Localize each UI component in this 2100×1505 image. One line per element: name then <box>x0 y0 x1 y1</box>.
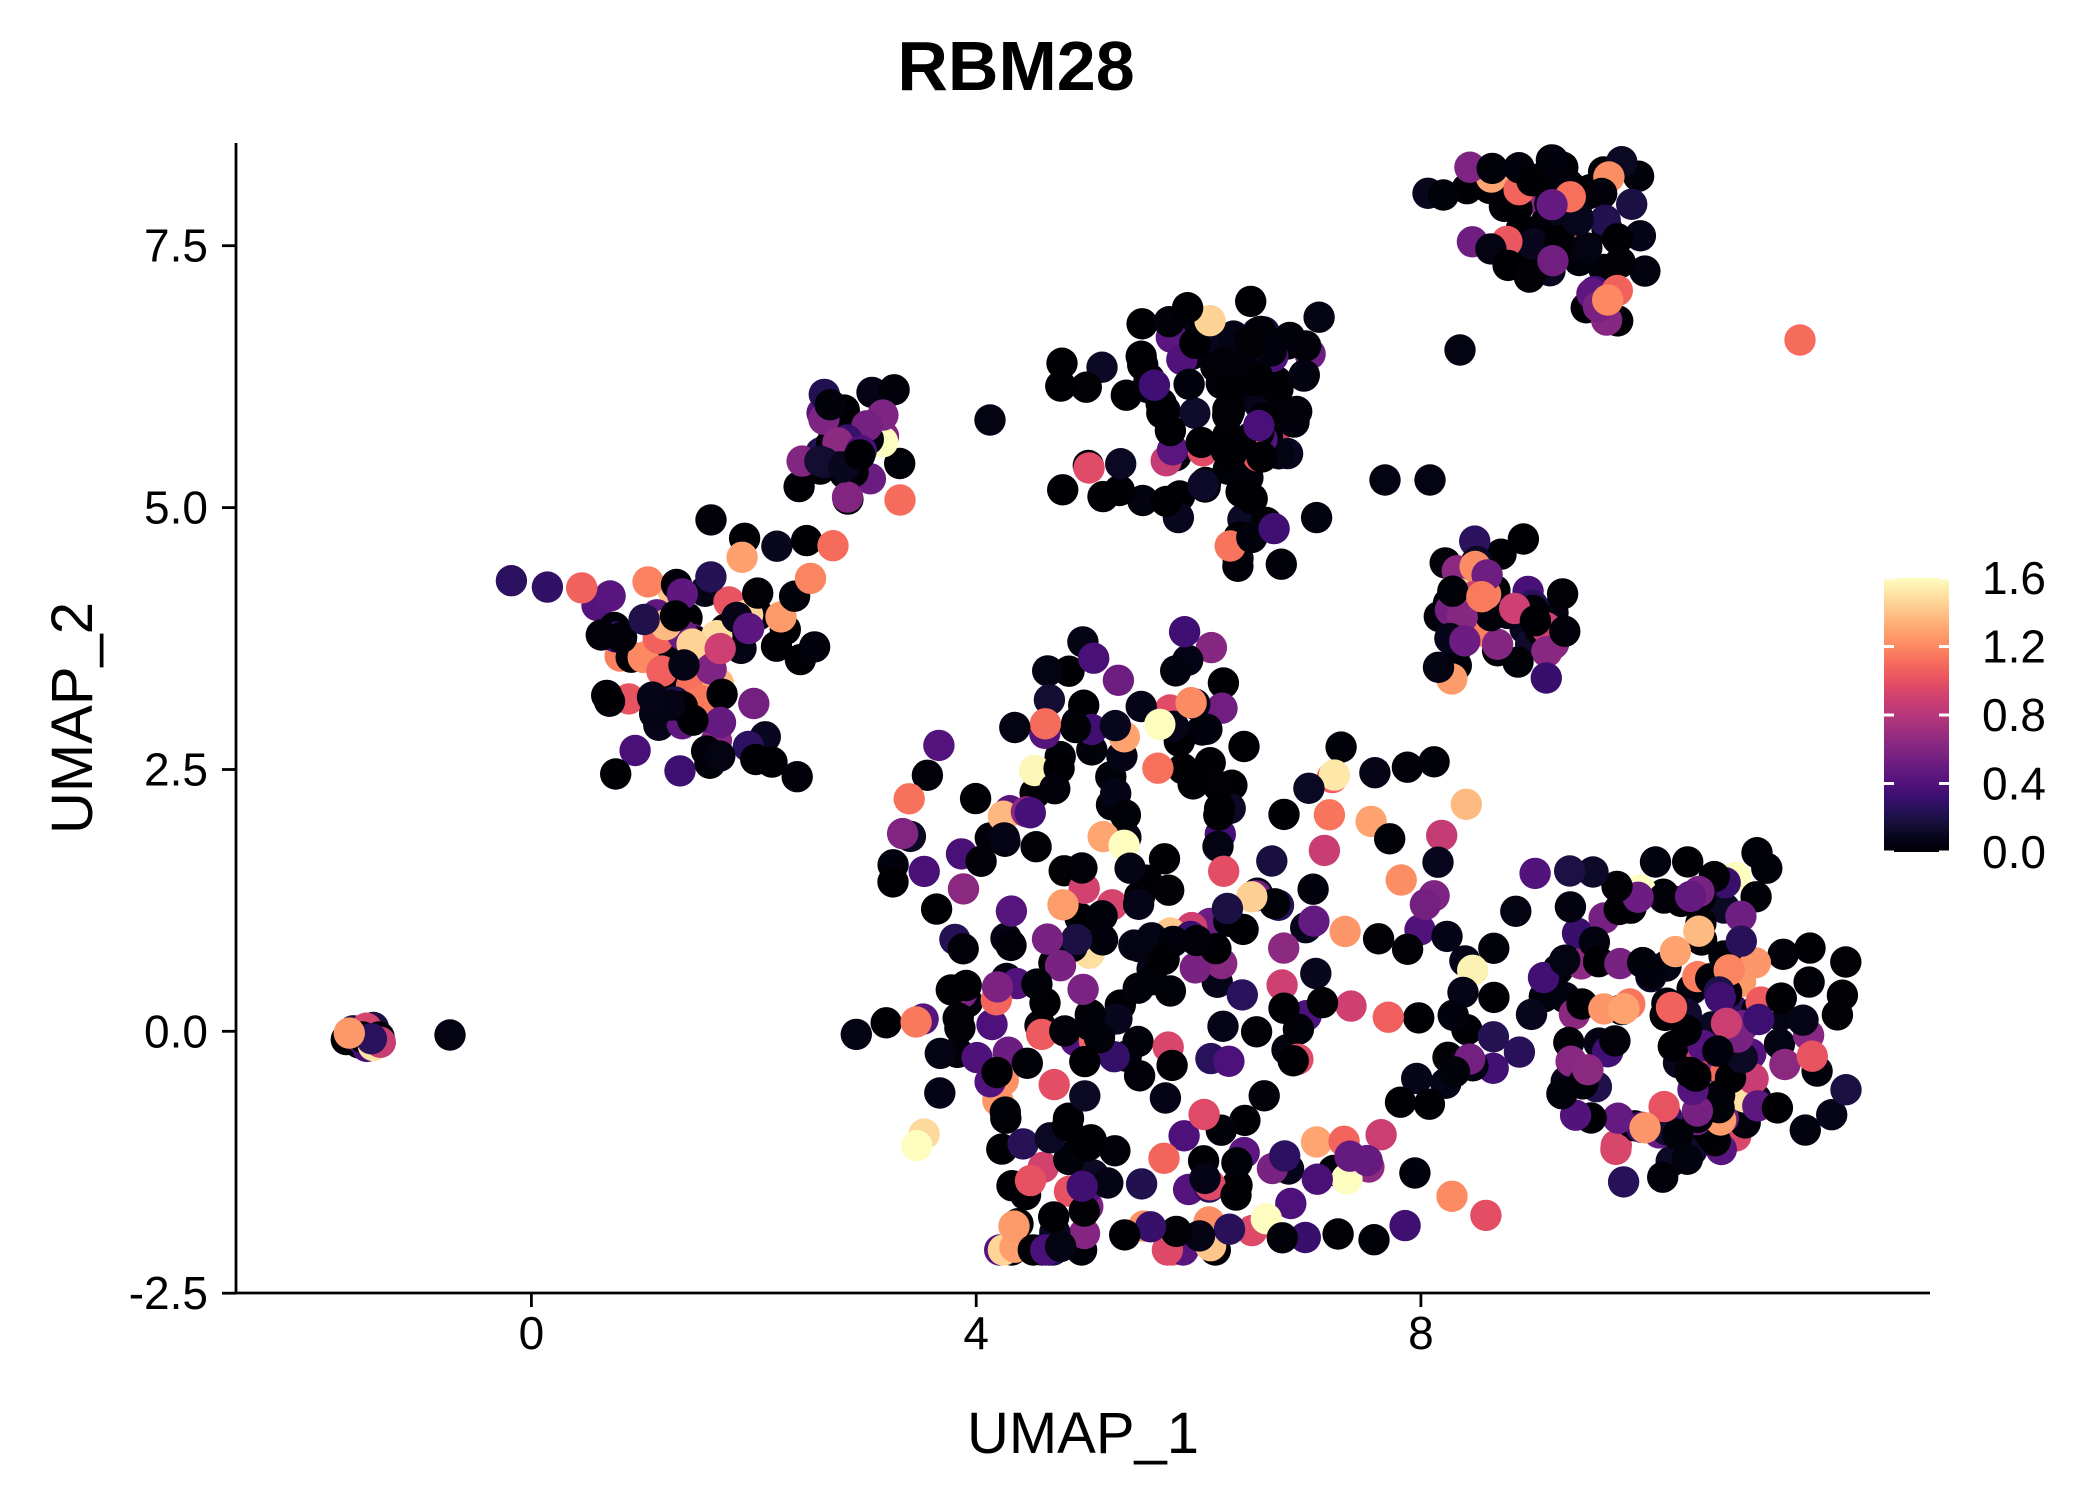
svg-text:UMAP_1: UMAP_1 <box>967 1401 1199 1466</box>
svg-text:7.5: 7.5 <box>144 220 208 272</box>
svg-text:0.4: 0.4 <box>1982 758 2046 810</box>
svg-text:0.0: 0.0 <box>1982 826 2046 878</box>
svg-text:8: 8 <box>1408 1307 1434 1359</box>
svg-text:0: 0 <box>519 1307 545 1359</box>
svg-text:0.0: 0.0 <box>144 1005 208 1057</box>
svg-text:1.6: 1.6 <box>1982 552 2046 604</box>
svg-text:2.5: 2.5 <box>144 744 208 796</box>
svg-text:UMAP_2: UMAP_2 <box>40 602 105 834</box>
svg-text:-2.5: -2.5 <box>129 1267 208 1319</box>
svg-text:5.0: 5.0 <box>144 482 208 534</box>
svg-text:4: 4 <box>963 1307 989 1359</box>
svg-text:0.8: 0.8 <box>1982 689 2046 741</box>
svg-text:1.2: 1.2 <box>1982 621 2046 673</box>
